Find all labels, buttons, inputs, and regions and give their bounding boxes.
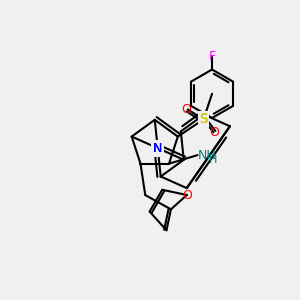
Text: N: N [153, 142, 162, 155]
Text: NH: NH [197, 148, 216, 162]
Text: N: N [153, 142, 162, 155]
Text: O: O [182, 188, 192, 202]
Text: O: O [210, 126, 220, 139]
Text: H: H [209, 155, 217, 165]
Text: S: S [199, 112, 208, 126]
Text: N: N [153, 142, 162, 155]
Text: F: F [208, 50, 216, 63]
Text: O: O [182, 103, 192, 116]
Text: N: N [153, 142, 162, 155]
Text: S: S [200, 113, 208, 126]
